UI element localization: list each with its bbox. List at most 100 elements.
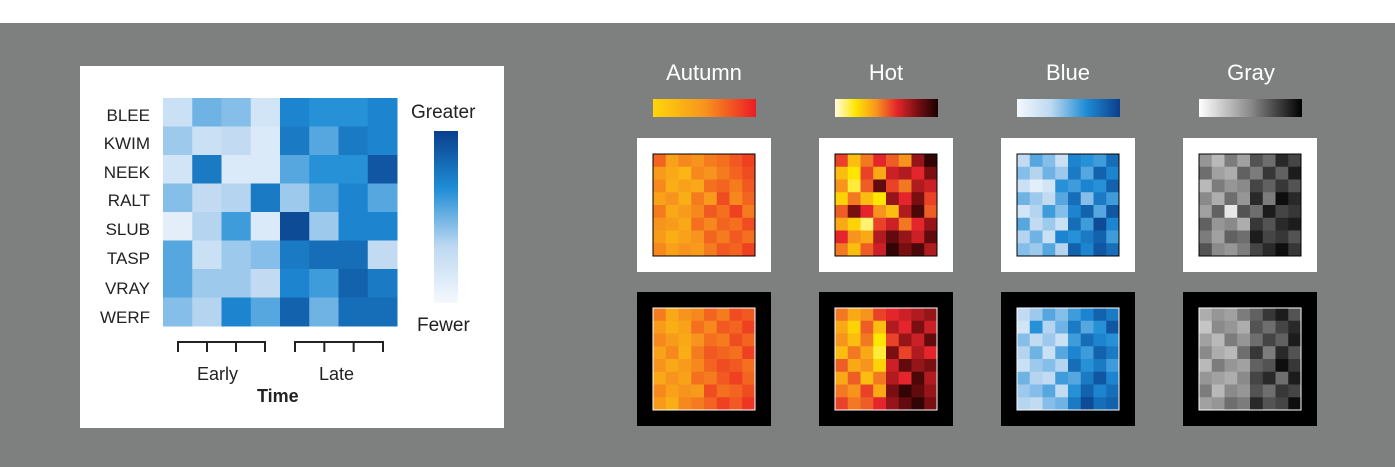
thumbnail-cell [1275,346,1289,360]
thumbnail-cell [924,359,938,373]
heatmap-cell [280,269,310,298]
thumbnail-cell [729,154,743,168]
thumbnail-cell [1211,308,1225,322]
thumbnail-cell [1224,371,1238,385]
thumbnail-cell [704,384,718,398]
time-bracket [177,341,266,352]
thumbnail-cell [1106,320,1120,334]
thumbnail-cell [911,371,925,385]
heatmap-cell [367,126,398,156]
thumbnail-cell [1224,243,1238,257]
thumbnail-cell [729,166,743,180]
thumbnail-cell [1250,320,1264,334]
thumbnail-cell [716,243,730,257]
thumbnail-cell [835,397,849,411]
thumbnail-cell [1199,346,1213,360]
thumbnail-cell [1042,217,1056,231]
thumbnail-cell [886,154,900,168]
thumbnail-cell [1262,166,1276,180]
thumbnail-cell [704,308,718,322]
thumbnail-cell [1211,243,1225,257]
thumbnail-cell [691,192,705,206]
thumbnail-cell [1068,320,1082,334]
heatmap-cell [338,98,369,127]
thumbnail-cell [1017,308,1031,322]
heatmap-cell [221,98,252,127]
thumbnail-cell [704,397,718,411]
thumbnail-cell [653,192,667,206]
thumbnail-cell [1068,205,1082,219]
thumbnail-cell [1068,217,1082,231]
thumbnail-cell [847,230,861,244]
thumbnail-cell [1250,217,1264,231]
thumbnail-cell [1055,179,1069,193]
thumbnail-cell [898,166,912,180]
heatmap-cell [367,155,398,184]
heatmap-cell [280,126,310,156]
thumbnail-cell [716,230,730,244]
thumbnail-cell [1250,308,1264,322]
thumbnail-cell [665,217,679,231]
thumbnail-cell [1106,166,1120,180]
thumbnail-cell [924,192,938,206]
thumbnail-cell [1250,166,1264,180]
thumbnail-cell [1017,166,1031,180]
thumbnail-border [1198,153,1302,257]
thumbnail-cell [1042,179,1056,193]
thumbnail-cell [1262,205,1276,219]
thumbnail-cell [1068,192,1082,206]
thumbnail-cell [1106,359,1120,373]
row-label: TASP [106,249,150,268]
heatmap-cell [309,183,339,213]
thumbnail-cell [653,308,667,322]
thumbnail-cell [1068,230,1082,244]
thumbnail-cell [1080,371,1094,385]
thumbnail-cell [1042,397,1056,411]
thumbnail-cell [1262,192,1276,206]
thumbnail-cell [1029,154,1043,168]
thumbnail-cell [860,397,874,411]
thumbnail-cell [691,243,705,257]
heatmap-cell [250,297,281,327]
thumbnail-cell [1106,371,1120,385]
heatmap-cell [163,212,193,241]
thumbnail-cell [1080,397,1094,411]
thumbnail-cell [1199,192,1213,206]
thumbnail-cell [1224,320,1238,334]
thumbnail-cell [1237,192,1251,206]
thumbnail-cell [1093,320,1107,334]
thumbnail-cell [653,397,667,411]
thumbnail-cell [653,243,667,257]
thumbnail-cell [898,192,912,206]
thumbnail-cell [729,346,743,360]
thumbnail-cell [873,230,887,244]
thumbnail-cell [1224,397,1238,411]
thumbnail-cell [1250,371,1264,385]
thumbnail-cell [860,243,874,257]
thumbnail-cell [704,320,718,334]
thumbnail-cell [678,346,692,360]
thumbnail-cell [1017,192,1031,206]
thumbnail-cell [1055,205,1069,219]
thumbnail-cell [1224,154,1238,168]
heatmap-cell [309,212,339,241]
thumbnail-cell [898,320,912,334]
thumbnail-cell [1199,384,1213,398]
heatmap-cell [250,155,281,184]
thumbnail-cell [678,243,692,257]
thumbnail-cell [847,333,861,347]
colormap-title-blue: Blue [1045,60,1091,85]
thumbnail-cell [924,308,938,322]
group-label-early: Early [197,364,239,384]
thumbnail-cell [898,205,912,219]
thumbnail-cell [742,230,756,244]
thumbnail-cell [716,371,730,385]
thumbnail-cell [665,205,679,219]
thumbnail-cell [704,192,718,206]
thumbnail-cell [1055,154,1069,168]
thumbnail-cell [1262,154,1276,168]
thumbnail-cell [742,346,756,360]
heatmap-cell [221,183,252,213]
heatmap-cell [163,269,193,298]
thumbnail-cell [911,166,925,180]
